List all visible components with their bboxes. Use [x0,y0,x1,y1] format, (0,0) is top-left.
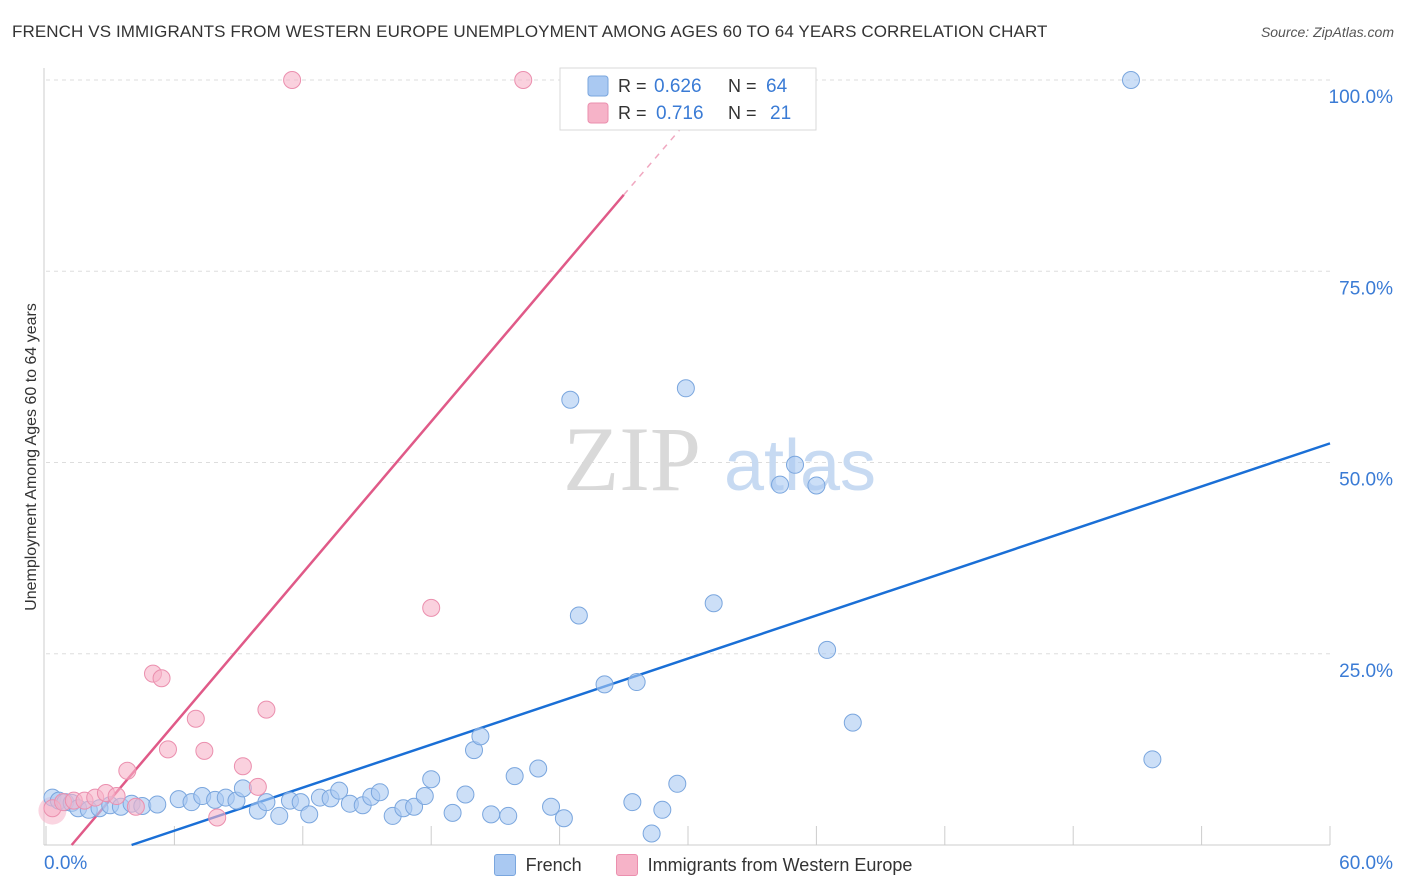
french-point [676,379,695,398]
grid-lines [46,79,1330,655]
french-point [623,793,642,812]
french-point [786,455,804,474]
y-tick-label: 25.0% [1339,661,1393,682]
french-point [270,806,289,825]
y-axis-label: Unemployment Among Ages 60 to 64 years [23,303,40,611]
french-trend-line [131,442,1331,847]
immigrants-point [118,761,137,780]
immigrants-point [158,740,177,759]
immigrants-point [107,787,126,806]
french-point [291,793,310,812]
legend-label-immigrants: Immigrants from Western Europe [647,854,913,875]
stats-legend: R = 0.626 N = 64 R = 0.716 N = 21 [559,67,817,131]
source-label: Source: ZipAtlas.com [1260,24,1394,40]
legend-r-value: 0.716 [656,103,704,124]
french-point [771,475,790,494]
chart-title: FRENCH VS IMMIGRANTS FROM WESTERN EUROPE… [12,22,1048,41]
french-point [443,803,462,822]
french-point [415,787,434,806]
legend-r-value: 0.626 [654,76,702,97]
legend-swatch-french [493,854,516,876]
x-tick-label: 60.0% [1339,853,1393,874]
immigrants-point [152,669,171,688]
french-point [542,797,561,816]
immigrants-point [126,797,145,816]
french-point [668,774,687,793]
immigrants-trend-line [70,193,625,846]
french-point [818,640,837,659]
immigrants-point [257,700,276,719]
french-point [653,800,672,819]
watermark-zip: ZIP [563,408,701,510]
immigrants-point [422,598,441,617]
french-point [405,797,424,816]
french-point [627,673,646,692]
french-point [456,785,475,804]
legend-r-label: R = [618,103,647,123]
french-point [704,594,723,613]
axes [43,68,1331,846]
series-legend: French Immigrants from Western Europe [0,852,1406,878]
french-point [1121,71,1140,89]
immigrants-point [195,741,214,760]
tick-labels: 100.0% 75.0% 50.0% 25.0% 0.0% 60.0% [44,87,1393,874]
french-point [505,767,524,786]
french-point [330,781,349,800]
french-point [1143,750,1162,769]
french-point [148,795,167,814]
y-tick-label: 100.0% [1329,87,1394,108]
french-point [807,476,826,495]
french-point [561,390,580,409]
french-point [257,793,276,812]
immigrants-point [208,808,227,827]
french-point [642,824,661,843]
legend-swatch-immigrants [587,102,609,124]
legend-n-value: 64 [766,76,788,97]
french-point [370,783,389,802]
immigrants-point [248,777,267,796]
french-point [482,805,501,824]
y-tick-label: 50.0% [1339,470,1393,491]
legend-n-label: N = [728,76,757,96]
legend-swatch-immigrants [615,854,638,876]
x-tick-label: 0.0% [44,853,87,874]
immigrants-point [283,71,302,89]
french-point [843,713,862,732]
data-points [38,71,1162,843]
legend-swatch-french [587,75,609,97]
french-point [300,805,319,824]
french-point [422,770,441,789]
legend-item-french[interactable]: French [493,854,582,876]
french-point [595,675,614,694]
french-point [499,806,518,825]
legend-n-label: N = [728,103,757,123]
french-point [233,779,252,798]
legend-item-immigrants[interactable]: Immigrants from Western Europe [615,854,913,876]
legend-r-label: R = [618,76,647,96]
french-point [569,606,588,625]
french-point [554,809,573,828]
legend-label-french: French [525,854,582,875]
french-point [529,759,548,778]
immigrants-point [186,709,205,728]
legend-n-value: 21 [770,103,791,124]
french-point [471,727,490,746]
y-tick-label: 75.0% [1339,278,1393,299]
watermark: ZIP atlas [563,408,876,510]
immigrants-point [514,71,533,89]
immigrants-point [233,757,252,776]
